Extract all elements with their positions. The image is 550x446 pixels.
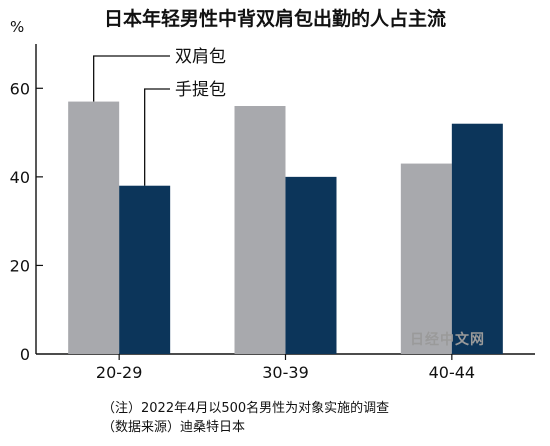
legend-label-backpack: 双肩包 — [175, 47, 226, 67]
x-tick-label: 30-39 — [262, 363, 309, 382]
watermark-logo: 日经中文网 — [410, 332, 485, 348]
y-tick-label: 0 — [20, 345, 30, 364]
bar-handbag — [451, 123, 503, 354]
chart-title: 日本年轻男性中背双肩包出勤的人占主流 — [103, 8, 446, 30]
bar-backpack — [68, 101, 120, 354]
footnote-note: （注）2022年4月以500名男性为对象实施的调查 — [102, 401, 390, 416]
x-tick-label: 40-44 — [429, 363, 476, 382]
legend-leader-handbag — [144, 88, 170, 186]
legend-label-handbag: 手提包 — [175, 80, 226, 100]
bar-backpack — [400, 163, 452, 354]
y-tick-label: 40 — [10, 168, 30, 187]
y-tick-label: 60 — [10, 79, 30, 98]
bar-handbag — [119, 185, 171, 354]
x-tick-label: 20-29 — [96, 363, 143, 382]
legend-leader-backpack — [93, 55, 170, 102]
y-tick-label: 20 — [10, 256, 30, 275]
bar-backpack — [234, 106, 286, 354]
footnote-source: （数据来源）迪桑特日本 — [102, 420, 246, 435]
y-unit-label: % — [10, 18, 24, 36]
bar-handbag — [285, 176, 337, 354]
